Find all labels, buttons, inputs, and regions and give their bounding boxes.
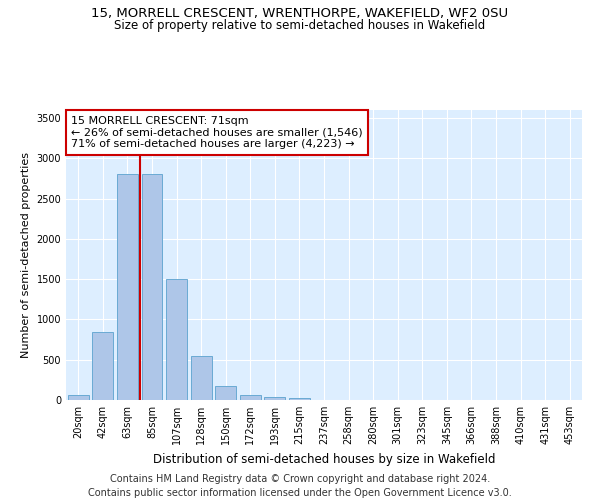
Bar [191, 356, 212, 400]
Bar [240, 395, 261, 400]
Text: 15, MORRELL CRESCENT, WRENTHORPE, WAKEFIELD, WF2 0SU: 15, MORRELL CRESCENT, WRENTHORPE, WAKEFI… [91, 8, 509, 20]
Bar [215, 386, 236, 400]
Text: 15 MORRELL CRESCENT: 71sqm
← 26% of semi-detached houses are smaller (1,546)
71%: 15 MORRELL CRESCENT: 71sqm ← 26% of semi… [71, 116, 363, 149]
Bar [92, 332, 113, 400]
Bar [265, 397, 286, 400]
Bar [289, 398, 310, 400]
Text: Size of property relative to semi-detached houses in Wakefield: Size of property relative to semi-detach… [115, 18, 485, 32]
Text: Contains HM Land Registry data © Crown copyright and database right 2024.
Contai: Contains HM Land Registry data © Crown c… [88, 474, 512, 498]
X-axis label: Distribution of semi-detached houses by size in Wakefield: Distribution of semi-detached houses by … [153, 452, 495, 466]
Bar [68, 395, 89, 400]
Y-axis label: Number of semi-detached properties: Number of semi-detached properties [21, 152, 31, 358]
Bar [117, 174, 138, 400]
Bar [166, 279, 187, 400]
Bar [142, 174, 163, 400]
